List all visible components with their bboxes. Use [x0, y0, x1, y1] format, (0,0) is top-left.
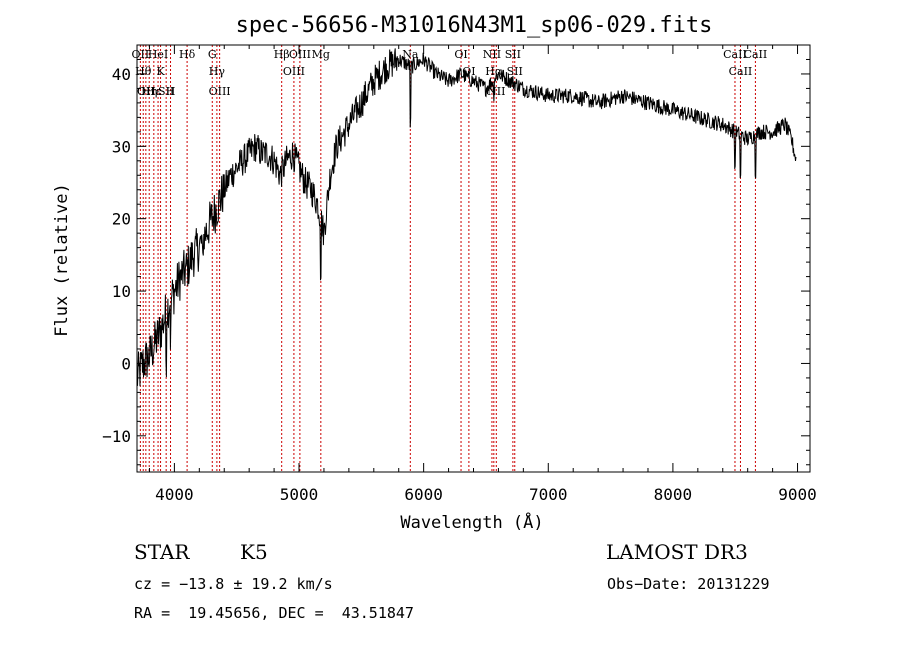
y-axis-label: Flux (relative) [52, 183, 72, 337]
x-tick-label-5000: 5000 [280, 485, 319, 504]
line-marker-label-26: CaII [729, 65, 753, 78]
line-marker-label-17: Na [402, 48, 419, 61]
line-marker-label-9: Hδ [179, 48, 196, 61]
object-subclass: K5 [240, 540, 268, 564]
observation-date: Obs−Date: 20131229 [607, 575, 770, 593]
tick-layer: 4000 5000 6000 7000 8000 9000 −10 0 10 20 30 40 [102, 44, 817, 504]
object-class: STAR [134, 540, 190, 564]
line-marker-label-13: Hβ [274, 48, 290, 61]
y-tick-label--10: −10 [102, 427, 131, 446]
chart-title: spec-56656-M31016N43M1_sp06-029.fits [236, 13, 713, 38]
line-marker-label-27: CaII [744, 48, 768, 61]
y-tick-label-20: 20 [112, 210, 131, 229]
line-marker-label-22: NII [487, 85, 505, 98]
line-marker-label-24: SII [507, 65, 523, 78]
line-marker-label-21: Hα [485, 65, 503, 78]
line-marker-label-14: OIII [283, 65, 305, 78]
survey-name: LAMOST DR3 [606, 540, 748, 564]
x-tick-label-9000: 9000 [778, 485, 817, 504]
x-axis-label: Wavelength (Å) [400, 511, 543, 533]
plot-frame [136, 44, 811, 473]
line-marker-label-10: G [208, 48, 217, 61]
line-marker-label-2: OII [137, 85, 155, 98]
x-tick-label-7000: 7000 [529, 485, 568, 504]
y-tick-label-0: 0 [121, 354, 131, 373]
line-marker-label-4: Hε [146, 85, 162, 98]
y-tick-label-30: 30 [112, 137, 131, 156]
y-tick-label-40: 40 [112, 65, 131, 84]
line-marker-label-19: OI [462, 65, 475, 78]
line-marker-label-11: Hγ [209, 65, 226, 78]
line-marker-label-16: Mg [312, 48, 330, 61]
line-marker-label-1: Hθ [135, 65, 152, 78]
x-tick-label-6000: 6000 [404, 485, 443, 504]
line-marker-label-15: OIII [289, 48, 311, 61]
line-marker-label-5: HeI [148, 48, 168, 61]
line-marker-label-12: OIII [209, 85, 231, 98]
series-flux [136, 48, 797, 387]
line-marker-label-20: NII [483, 48, 501, 61]
line-marker-label-6: K [156, 65, 165, 78]
series-layer [136, 48, 797, 387]
line-marker-label-7: SII [158, 85, 174, 98]
line-marker-label-18: OI [454, 48, 467, 61]
redshift-velocity: cz = −13.8 ± 19.2 km/s [134, 575, 333, 593]
sky-coordinates: RA = 19.45656, DEC = 43.51847 [134, 604, 414, 622]
y-tick-label-10: 10 [112, 282, 131, 301]
line-marker-label-0: OII [132, 48, 150, 61]
line-marker-label-3: Hη [141, 85, 157, 98]
x-tick-label-4000: 4000 [155, 485, 194, 504]
x-tick-label-8000: 8000 [654, 485, 693, 504]
line-marker-label-8: H [166, 85, 176, 98]
line-marker-label-23: SII [505, 48, 521, 61]
line-marker-label-25: CaII [723, 48, 747, 61]
